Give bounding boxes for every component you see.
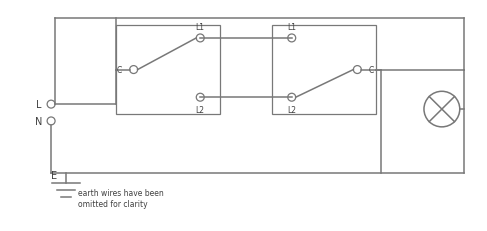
Bar	[272, 26, 376, 115]
Text: L: L	[37, 100, 42, 110]
Text: L2: L2	[287, 105, 296, 114]
Text: L2: L2	[196, 105, 205, 114]
Text: L1: L1	[196, 22, 205, 31]
Text: L1: L1	[287, 22, 296, 31]
Text: N: N	[36, 116, 43, 126]
Text: C: C	[369, 66, 374, 75]
Bar	[116, 26, 220, 115]
Text: C: C	[117, 66, 122, 75]
Text: earth wires have been
omitted for clarity: earth wires have been omitted for clarit…	[78, 188, 164, 208]
Text: E: E	[51, 170, 57, 180]
